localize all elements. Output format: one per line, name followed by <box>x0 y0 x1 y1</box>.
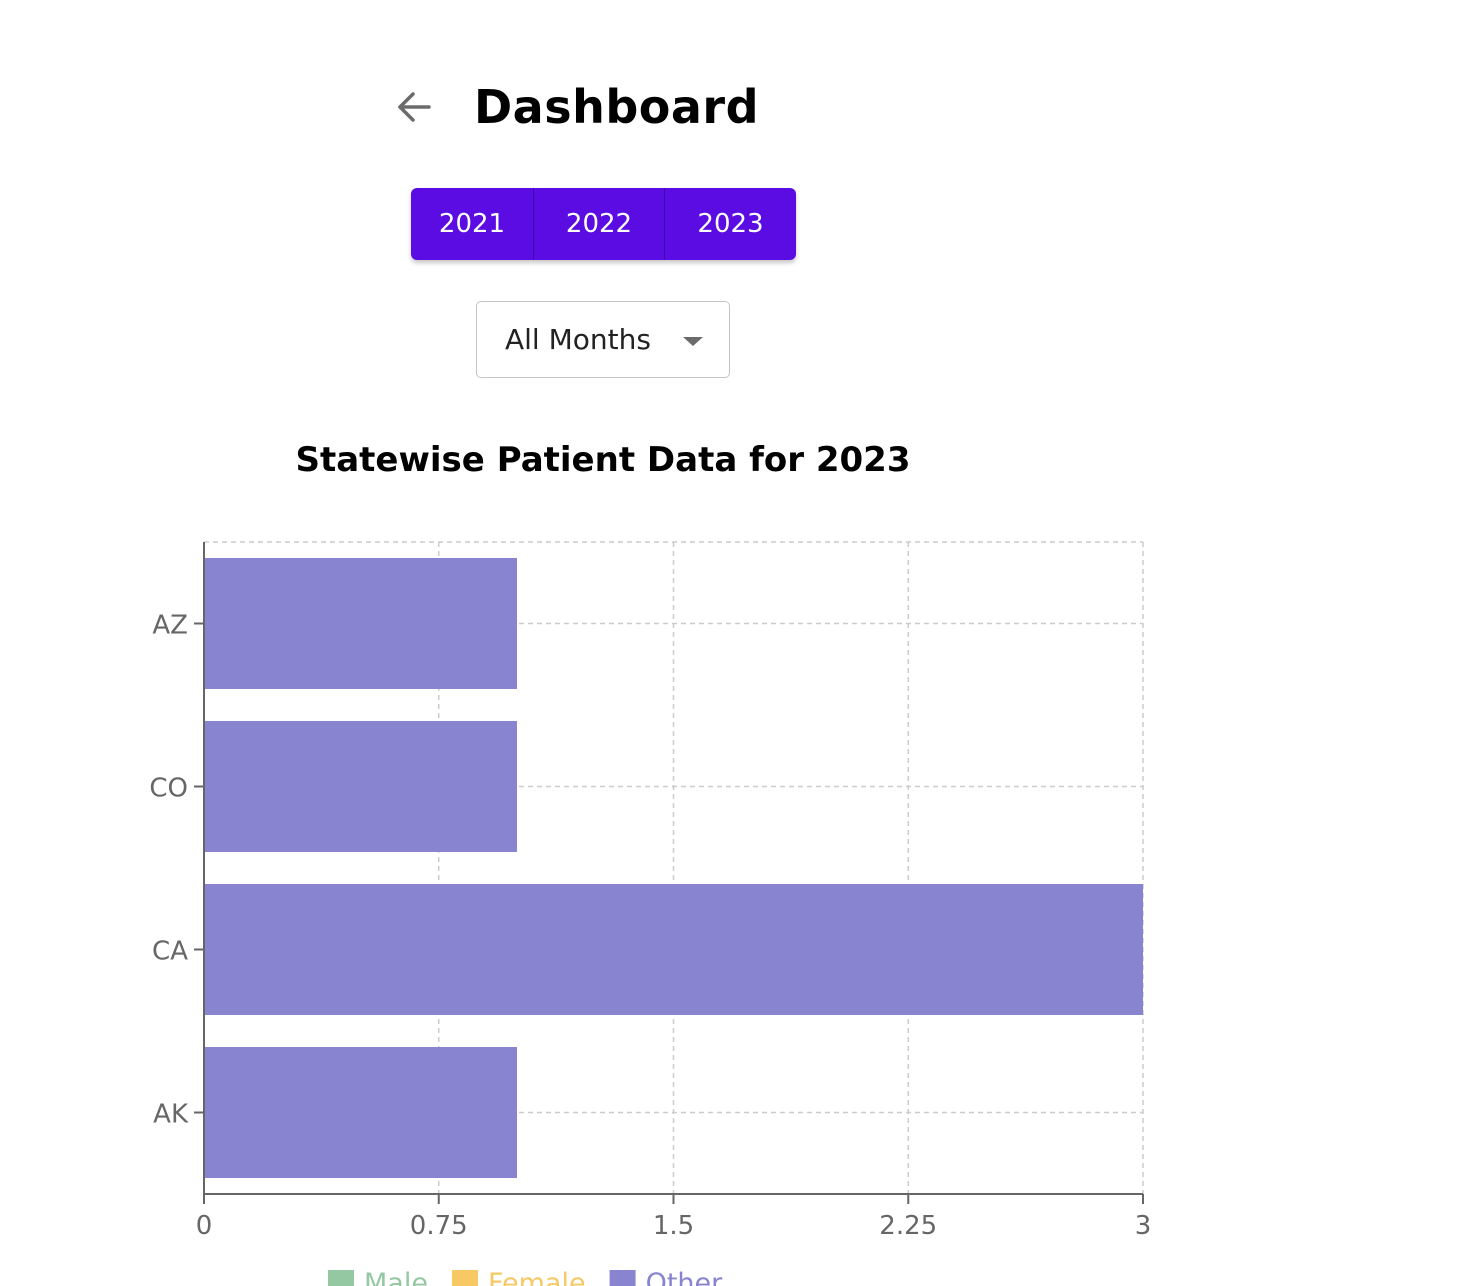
legend-swatch-other[interactable] <box>609 1270 636 1286</box>
x-tick-label: 2.25 <box>879 1211 937 1241</box>
bar-ak-other[interactable] <box>204 1047 517 1178</box>
bar-ca-other[interactable] <box>204 884 1143 1015</box>
x-tick-label: 0.75 <box>410 1211 468 1241</box>
year-button-2022[interactable]: 2022 <box>534 188 665 260</box>
legend-label-female[interactable]: Female <box>488 1268 586 1286</box>
chevron-down-icon <box>683 337 703 346</box>
x-tick-label: 1.5 <box>653 1211 694 1241</box>
bar-co-other[interactable] <box>204 721 517 852</box>
y-tick-label: CA <box>152 937 188 967</box>
y-tick-label: AZ <box>152 611 188 641</box>
page-title: Dashboard <box>474 80 760 134</box>
month-select-value: All Months <box>505 323 651 356</box>
x-tick-label: 0 <box>196 1211 213 1241</box>
y-tick-label: CO <box>149 774 188 804</box>
legend-swatch-female[interactable] <box>451 1270 478 1286</box>
back-button[interactable] <box>392 85 436 129</box>
legend-swatch-male[interactable] <box>328 1270 354 1286</box>
y-tick-label: AK <box>153 1100 189 1130</box>
header: Dashboard <box>392 80 759 134</box>
bar-az-other[interactable] <box>204 558 517 689</box>
legend-label-male[interactable]: Male <box>364 1268 428 1286</box>
year-button-2021[interactable]: 2021 <box>411 188 534 260</box>
x-tick-label: 3 <box>1135 1211 1152 1241</box>
arrow-left-icon <box>398 92 431 122</box>
legend-label-other[interactable]: Other <box>646 1268 724 1286</box>
year-button-2023[interactable]: 2023 <box>665 188 796 260</box>
chart-title: Statewise Patient Data for 2023 <box>295 440 911 480</box>
month-select[interactable]: All Months <box>476 301 730 378</box>
year-button-group: 2021 2022 2023 <box>411 188 796 260</box>
